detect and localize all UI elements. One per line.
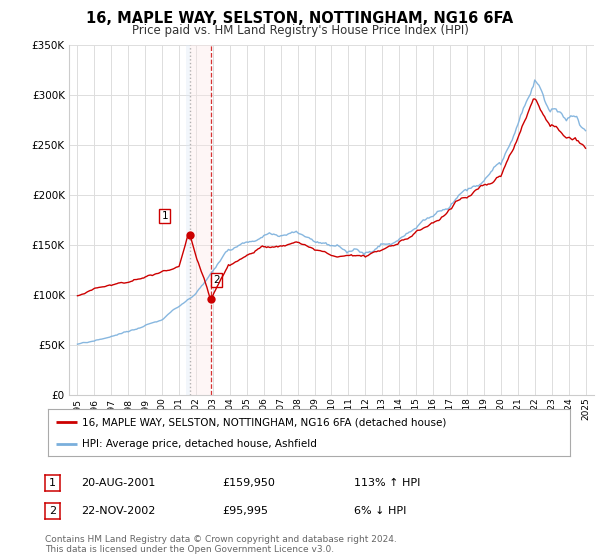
Text: HPI: Average price, detached house, Ashfield: HPI: Average price, detached house, Ashf… xyxy=(82,439,317,449)
Text: This data is licensed under the Open Government Licence v3.0.: This data is licensed under the Open Gov… xyxy=(45,545,334,554)
Bar xyxy=(185,45,190,395)
Text: 22-NOV-2002: 22-NOV-2002 xyxy=(81,506,155,516)
Text: 113% ↑ HPI: 113% ↑ HPI xyxy=(354,478,421,488)
Text: £95,995: £95,995 xyxy=(222,506,268,516)
Text: 16, MAPLE WAY, SELSTON, NOTTINGHAM, NG16 6FA (detached house): 16, MAPLE WAY, SELSTON, NOTTINGHAM, NG16… xyxy=(82,417,446,427)
Text: Contains HM Land Registry data © Crown copyright and database right 2024.: Contains HM Land Registry data © Crown c… xyxy=(45,535,397,544)
Bar xyxy=(190,45,211,395)
Text: 20-AUG-2001: 20-AUG-2001 xyxy=(81,478,155,488)
Text: 2: 2 xyxy=(214,275,220,285)
Text: 1: 1 xyxy=(161,211,168,221)
Text: 1: 1 xyxy=(49,478,56,488)
Text: Price paid vs. HM Land Registry's House Price Index (HPI): Price paid vs. HM Land Registry's House … xyxy=(131,24,469,36)
Text: 16, MAPLE WAY, SELSTON, NOTTINGHAM, NG16 6FA: 16, MAPLE WAY, SELSTON, NOTTINGHAM, NG16… xyxy=(86,11,514,26)
Text: 6% ↓ HPI: 6% ↓ HPI xyxy=(354,506,406,516)
Text: £159,950: £159,950 xyxy=(222,478,275,488)
Text: 2: 2 xyxy=(49,506,56,516)
